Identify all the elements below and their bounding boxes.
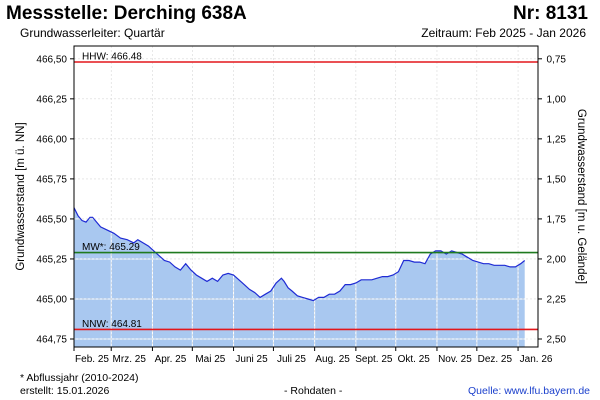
y-tick-label-right-1: 1,00 [547,94,567,105]
y-tick-label-right-6: 2,25 [547,294,567,305]
x-tick-label-3: Mai 25 [195,354,225,365]
x-tick-label-11: Jan. 26 [520,354,553,365]
y-axis-label-left: Grundwasserstand [m ü. NN] [15,122,27,270]
y-tick-label-left-1: 466,25 [36,94,67,105]
x-tick-label-7: Sept. 25 [355,354,393,365]
plot-frame [73,45,539,348]
x-tick-label-9: Nov. 25 [438,354,472,365]
y-tick-label-left-5: 465,25 [36,254,67,265]
x-tick-label-2: Apr. 25 [155,354,187,365]
y-tick-label-right-7: 2,50 [547,334,567,345]
x-tick-label-1: Mrz. 25 [113,354,147,365]
y-tick-label-left-2: 466,00 [36,134,67,145]
x-tick-label-0: Feb. 25 [75,354,109,365]
y-tick-label-right-4: 1,75 [547,214,567,225]
station-number: Nr: 8131 [513,3,588,24]
x-tick-label-10: Dez. 25 [478,354,513,365]
y-tick-label-left-4: 465,50 [36,214,67,225]
mw-label: MW*: 465.29 [82,242,140,253]
y-tick-label-left-3: 465,75 [36,174,67,185]
y-tick-label-right-2: 1,25 [547,134,567,145]
y-tick-label-right-0: 0,75 [547,54,567,65]
x-tick-label-8: Okt. 25 [398,354,431,365]
x-tick-label-6: Aug. 25 [315,354,350,365]
y-tick-label-left-6: 465,00 [36,294,67,305]
x-tick-label-5: Juli 25 [277,354,306,365]
y-tick-label-right-3: 1,50 [547,174,567,185]
nnw-label: NNW: 464.81 [82,319,142,330]
aquifer-subtitle: Grundwasserleiter: Quartär [20,26,165,40]
y-tick-label-right-5: 2,00 [547,254,567,265]
source-link[interactable]: Quelle: www.lfu.bayern.de [468,385,590,397]
x-tick-label-4: Juni 25 [235,354,268,365]
hhw-label: HHW: 466.48 [82,52,142,63]
y-tick-label-left-0: 466,50 [36,54,67,65]
y-tick-label-left-7: 464,75 [36,334,67,345]
page-title: Messstelle: Derching 638A [6,3,247,24]
footnote: * Abflussjahr (2010-2024) [20,372,139,384]
created-date: erstellt: 15.01.2026 [20,385,110,397]
y-axis-label-right: Grundwasserstand [m u. Gelände] [575,109,587,284]
water-level-area [74,207,525,347]
period-label: Zeitraum: Feb 2025 - Jan 2026 [421,26,586,40]
raw-data-label: - Rohdaten - [284,385,343,397]
